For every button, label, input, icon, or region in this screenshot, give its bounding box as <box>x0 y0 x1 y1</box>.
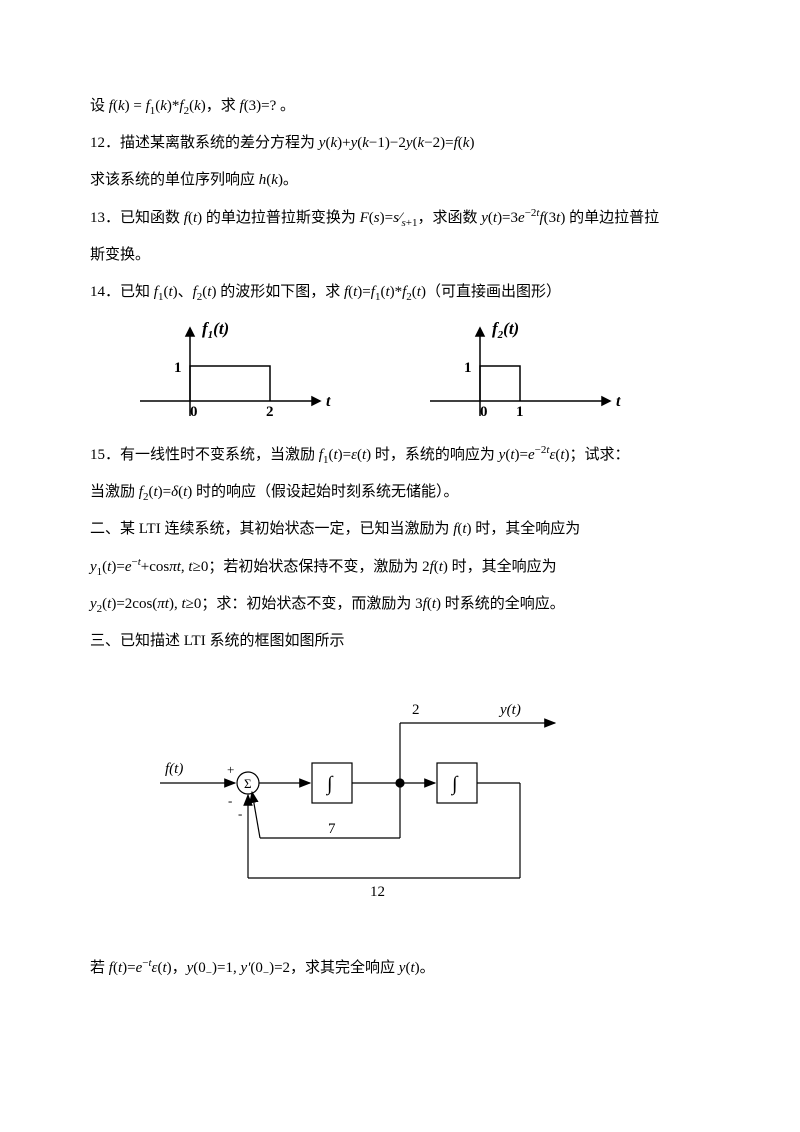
p2-line1: 二、某 LTI 连续系统，其初始状态一定，已知当激励为 f(t) 时，其全响应为 <box>90 513 710 546</box>
svg-text:f(t): f(t) <box>165 761 183 777</box>
q13-line2: 斯变换。 <box>90 239 710 272</box>
svg-text:-: - <box>228 793 232 808</box>
svg-text:1: 1 <box>464 360 472 376</box>
svg-text:+: + <box>227 762 234 777</box>
svg-text:2: 2 <box>266 404 274 420</box>
svg-text:1: 1 <box>174 360 182 376</box>
figure-f2: f2(t) 1 0 1 t <box>420 316 640 426</box>
svg-text:f1(t): f1(t) <box>202 319 229 341</box>
p2-line2: y1(t)=e−t+cosπt, t≥0；若初始状态保持不变，激励为 2f(t)… <box>90 550 710 584</box>
svg-text:12: 12 <box>370 884 385 900</box>
q15-line2: 当激励 f2(t)=δ(t) 时的响应（假设起始时刻系统无储能）。 <box>90 476 710 509</box>
svg-text:Σ: Σ <box>244 776 252 791</box>
q12-line2: 求该系统的单位序列响应 h(k)。 <box>90 164 710 197</box>
p3-last: 若 f(t)=e−tε(t)，y(0−)=1, y'(0−)=2，求其完全响应 … <box>90 951 710 985</box>
q12-line1: 12．描述某离散系统的差分方程为 y(k)+y(k−1)−2y(k−2)=f(k… <box>90 127 710 160</box>
p2-line3: y2(t)=2cos(πt), t≥0；求：初始状态不变，而激励为 3f(t) … <box>90 588 710 621</box>
svg-text:f2(t): f2(t) <box>492 319 519 341</box>
svg-text:1: 1 <box>516 404 524 420</box>
q13-line1: 13．已知函数 f(t) 的单边拉普拉斯变换为 F(s)=s⁄s+1，求函数 y… <box>90 201 710 235</box>
q15-line1: 15．有一线性时不变系统，当激励 f1(t)=ε(t) 时，系统的响应为 y(t… <box>90 438 710 472</box>
svg-text:-: - <box>238 806 242 821</box>
q14-line: 14．已知 f1(t)、f2(t) 的波形如下图，求 f(t)=f1(t)*f2… <box>90 276 710 309</box>
svg-text:t: t <box>616 393 621 410</box>
p3-line: 三、已知描述 LTI 系统的框图如图所示 <box>90 625 710 658</box>
svg-text:7: 7 <box>328 821 336 837</box>
svg-text:0: 0 <box>480 404 488 420</box>
q11-line2: 设 f(k) = f1(k)*f2(k)，求 f(3)=? 。 <box>90 90 710 123</box>
svg-text:t: t <box>326 393 331 410</box>
svg-text:0: 0 <box>190 404 198 420</box>
figure-row: f1(t) 1 0 2 t f2(t) 1 0 1 t <box>130 316 710 426</box>
block-diagram: f(t) + - - Σ ∫ ∫ 2 y(t) 7 12 <box>160 688 710 921</box>
figure-f1: f1(t) 1 0 2 t <box>130 316 350 426</box>
svg-text:2: 2 <box>412 702 420 718</box>
svg-text:y(t): y(t) <box>498 702 521 718</box>
